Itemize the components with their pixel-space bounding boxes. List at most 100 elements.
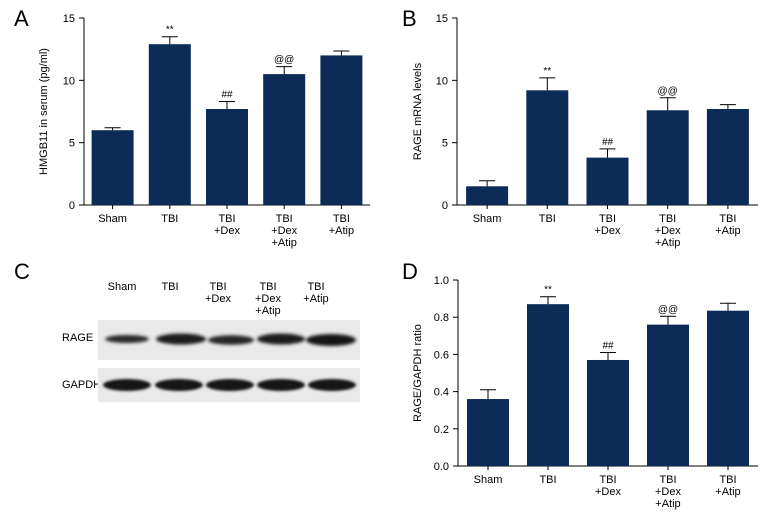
y-tick-label: 0.8 — [434, 312, 449, 324]
bar — [466, 186, 509, 205]
bar — [263, 74, 306, 205]
x-tick-label: TBI — [599, 213, 616, 225]
gapdh-band-tbi — [155, 379, 203, 391]
x-tick-label: +Dex — [655, 486, 681, 498]
y-tick-label: 0.0 — [434, 461, 449, 473]
y-tick-label: 15 — [436, 13, 448, 25]
rage-band-tbi-atip — [306, 334, 356, 346]
x-tick-label: TBI — [218, 213, 235, 225]
western-blot-lane-label: TBI — [140, 281, 200, 293]
bar — [527, 304, 569, 466]
western-blot-lane-label-line: +Atip — [303, 293, 329, 305]
y-tick-label: 10 — [63, 75, 75, 87]
y-tick-label: 5 — [442, 138, 448, 150]
x-tick-label: +Atip — [715, 225, 740, 237]
rage-band-sham — [105, 335, 149, 343]
bar — [91, 130, 134, 205]
chart-d-rage-gapdh-ratio: 0.0 0.2 0.4 0.6 0.8 1.0 RAGE/GAPDH ratio Sham **… — [412, 275, 758, 510]
x-tick-label: +Dex — [595, 486, 621, 498]
bar — [206, 109, 248, 205]
chart-a-hmgb1-serum: 0 5 10 15 HMGB11 in serum (pg/ml) Sham ** TBI ##… — [38, 13, 370, 249]
y-tick-label: 0.6 — [434, 349, 449, 361]
bar — [647, 324, 689, 466]
western-blot-lane-label: Sham — [92, 281, 152, 293]
x-tick-label: Sham — [473, 213, 502, 225]
western-blot-lane-label-line: TBI — [161, 281, 179, 293]
western-blot-rage-strip — [98, 320, 360, 360]
x-tick-label: TBI — [539, 213, 556, 225]
x-tick-label: +Dex — [595, 225, 621, 237]
y-tick-label: 5 — [69, 138, 75, 150]
x-tick-label: TBI — [333, 213, 350, 225]
y-axis-label: RAGE/GAPDH ratio — [412, 324, 424, 422]
x-tick-label: +Dex — [271, 225, 297, 237]
western-blot-lane-label-line: TBI — [259, 281, 277, 293]
significance-label: @@ — [658, 86, 678, 97]
x-tick-label: +Atip — [329, 225, 354, 237]
x-tick-label: Sham — [98, 213, 127, 225]
y-tick-label: 10 — [436, 75, 448, 87]
bar — [706, 109, 749, 205]
x-tick-label: +Atip — [655, 237, 680, 249]
y-axis-label: RAGE mRNA levels — [412, 62, 424, 160]
y-tick-label: 1.0 — [434, 275, 449, 287]
significance-label: ## — [221, 90, 233, 101]
bar — [646, 110, 689, 205]
western-blot-lane-label-line: +Dex — [255, 293, 281, 305]
western-blot-panel: Sham TBI TBI +Dex TBI +Dex +Atip TBI +Atip RAGE … — [0, 260, 390, 528]
panel-letter-d: D — [402, 259, 418, 284]
gapdh-band-sham — [103, 379, 151, 391]
bar — [587, 359, 629, 466]
western-blot-gapdh-strip — [98, 368, 360, 402]
western-blot-lane-label: TBI +Atip — [286, 281, 346, 305]
significance-label: @@ — [658, 304, 678, 315]
significance-label: ** — [544, 285, 552, 296]
bar — [467, 399, 509, 466]
y-tick-label: 0 — [442, 200, 448, 212]
x-tick-label: TBI — [599, 474, 616, 486]
western-blot-lane-label: TBI +Dex +Atip — [238, 281, 298, 317]
significance-label: ## — [602, 137, 614, 148]
x-tick-label: +Dex — [655, 225, 681, 237]
x-tick-label: Sham — [474, 474, 503, 486]
gapdh-band-tbi-atip — [308, 379, 356, 391]
gapdh-band-tbi-dex-atip — [257, 379, 305, 391]
western-blot-row-label-gapdh: GAPDH — [62, 379, 102, 391]
x-tick-label: TBI — [276, 213, 293, 225]
western-blot-lane-label: TBI +Dex — [188, 281, 248, 305]
rage-band-tbi-dex — [208, 335, 254, 345]
x-tick-label: TBI — [719, 474, 736, 486]
y-axis-label: HMGB11 in serum (pg/ml) — [38, 48, 50, 175]
bar — [148, 44, 191, 206]
x-tick-label: TBI — [161, 213, 178, 225]
rage-band-tbi — [156, 333, 206, 345]
bar — [707, 310, 749, 466]
significance-label: @@ — [274, 55, 294, 66]
panel-letter-a: A — [14, 6, 29, 31]
significance-label: ** — [543, 66, 551, 77]
gapdh-band-tbi-dex — [206, 379, 254, 391]
panel-letter-c: C — [14, 259, 30, 284]
bar — [320, 55, 363, 206]
western-blot-lane-label-line: Sham — [107, 281, 137, 293]
bar — [526, 90, 569, 205]
western-blot-row-label-rage: RAGE — [62, 332, 94, 344]
western-blot-lane-label-line: +Atip — [255, 305, 281, 317]
x-tick-label: TBI — [539, 474, 556, 486]
x-tick-label: +Atip — [655, 498, 680, 510]
x-tick-label: TBI — [659, 474, 676, 486]
bar — [586, 157, 629, 205]
y-tick-label: 15 — [63, 13, 75, 25]
western-blot-lane-label-line: TBI — [209, 281, 227, 293]
x-tick-label: +Dex — [214, 225, 240, 237]
rage-band-tbi-dex-atip — [257, 333, 305, 345]
x-tick-label: TBI — [719, 213, 736, 225]
x-tick-label: +Atip — [272, 237, 297, 249]
y-tick-label: 0.2 — [434, 424, 449, 436]
x-tick-label: TBI — [659, 213, 676, 225]
significance-label: ** — [166, 25, 174, 36]
western-blot-lane-label-line: +Dex — [205, 293, 231, 305]
significance-label: ## — [602, 341, 614, 352]
panel-letter-b: B — [402, 6, 417, 31]
